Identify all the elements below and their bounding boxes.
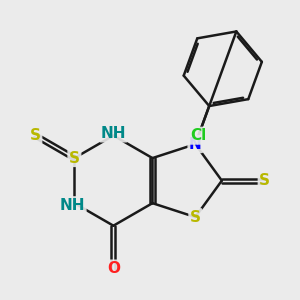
Text: Cl: Cl — [190, 128, 206, 143]
Text: NH: NH — [101, 126, 126, 141]
Text: S: S — [69, 151, 80, 166]
Text: N: N — [189, 137, 202, 152]
Text: S: S — [259, 173, 270, 188]
Text: S: S — [30, 128, 41, 143]
Text: NH: NH — [60, 198, 85, 213]
Text: O: O — [107, 261, 120, 276]
Text: S: S — [190, 210, 201, 225]
